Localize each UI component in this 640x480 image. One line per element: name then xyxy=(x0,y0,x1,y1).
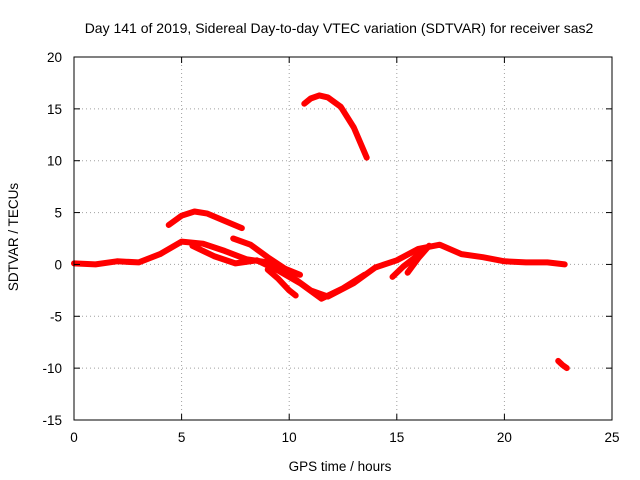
y-tick-label: -10 xyxy=(42,361,62,376)
x-tick-label: 10 xyxy=(282,430,297,445)
y-tick-label: 0 xyxy=(54,257,62,272)
x-tick-label: 20 xyxy=(497,430,512,445)
series-arc-descending-2 xyxy=(264,266,299,299)
x-tick-label: 5 xyxy=(178,430,186,445)
y-axis-label: SDTVAR / TECUs xyxy=(6,183,21,292)
series-arc-dip-wide xyxy=(189,242,368,302)
data-series xyxy=(71,92,570,372)
series-arc-upper-hump xyxy=(165,208,245,232)
chart-title: Day 141 of 2019, Sidereal Day-to-day VTE… xyxy=(85,20,594,36)
x-tick-label: 0 xyxy=(70,430,78,445)
series-arc-descending-1 xyxy=(230,235,303,278)
y-tick-label: 20 xyxy=(47,50,62,65)
axes: 0 5 10 15 20 25 -15 -10 -5 0 5 10 15 20 xyxy=(42,50,619,445)
y-tick-label: -15 xyxy=(42,413,62,428)
series-arc-high xyxy=(301,92,370,161)
y-tick-label: -5 xyxy=(50,309,62,324)
x-axis-label: GPS time / hours xyxy=(289,459,392,474)
y-tick-label: 15 xyxy=(47,102,62,117)
y-tick-label: 5 xyxy=(54,206,62,221)
x-tick-label: 25 xyxy=(604,430,619,445)
series-arc-rising-2 xyxy=(404,242,433,276)
x-tick-label: 15 xyxy=(389,430,404,445)
y-tick-label: 10 xyxy=(47,154,62,169)
series-arc-tail xyxy=(555,357,570,372)
plot-frame xyxy=(73,56,613,421)
